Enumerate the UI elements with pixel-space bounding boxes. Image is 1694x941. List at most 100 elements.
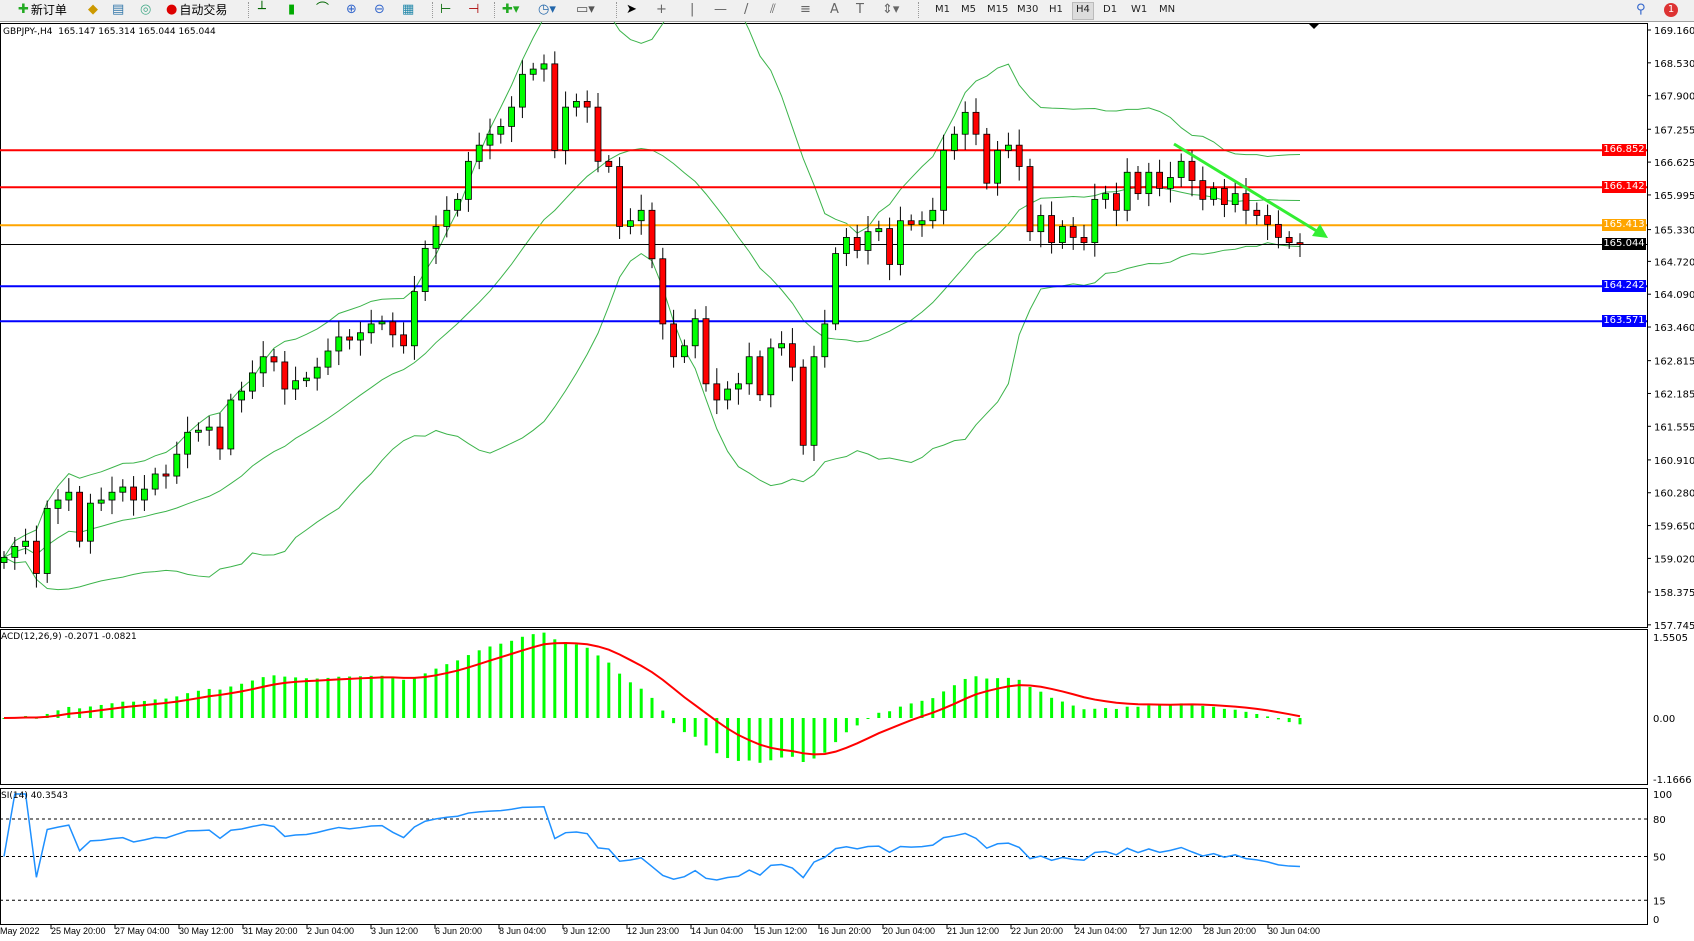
candle[interactable] [573,100,580,108]
candle[interactable] [810,356,818,446]
candle[interactable] [356,332,364,341]
candle[interactable] [313,366,321,379]
horizontal-line-button[interactable]: — [714,1,727,19]
candle[interactable] [497,126,505,135]
candle[interactable] [799,366,807,446]
candle[interactable] [702,318,710,385]
candle[interactable] [33,540,40,574]
candle[interactable] [162,473,170,477]
candle[interactable] [443,209,451,227]
candle[interactable] [335,336,343,352]
candle[interactable] [886,228,893,265]
candle[interactable] [691,318,699,347]
notifications-button[interactable]: 1 [1664,1,1678,19]
candle[interactable] [1123,171,1131,211]
candle[interactable] [22,540,30,547]
candle[interactable] [951,133,958,151]
candle[interactable] [292,380,300,390]
candle[interactable] [259,356,267,374]
zoom-out-button[interactable]: ⊖ [374,1,385,19]
candle[interactable] [519,73,526,108]
line-chart-button[interactable]: ⌒ [316,1,329,19]
candle[interactable] [1026,166,1034,233]
candle[interactable] [87,502,94,542]
periods-button[interactable]: ◷▾ [538,1,556,19]
candle[interactable] [756,356,764,396]
candle[interactable] [1242,193,1250,211]
autoscroll-button[interactable]: ⊣ [468,1,479,19]
candle[interactable] [173,453,181,477]
candle[interactable] [346,336,354,341]
chart-area[interactable]: 169.160 168.530 167.900 167.255 166.625 165.9… [0,22,1694,941]
candle[interactable] [130,486,138,501]
candle[interactable] [151,473,159,490]
candle[interactable] [475,144,483,162]
candle[interactable] [108,491,116,501]
candle[interactable] [216,426,224,450]
candle[interactable] [227,399,235,450]
equidistant-channel-button[interactable]: ⫽ [770,1,776,19]
candle[interactable] [270,356,278,363]
fibonacci-button[interactable]: ≡ [800,1,811,19]
candle[interactable] [551,63,559,151]
candle[interactable] [97,499,105,504]
candle[interactable] [400,334,408,347]
candle[interactable] [745,356,753,385]
candle[interactable] [1005,144,1012,151]
candle[interactable] [627,220,634,227]
candle[interactable] [1253,209,1261,216]
candle[interactable] [1059,226,1066,244]
candle[interactable] [367,323,375,334]
vertical-line-button[interactable]: | [690,1,694,19]
templates-button[interactable]: ▭▾ [576,1,595,19]
candle[interactable] [43,507,51,574]
new-order-button[interactable]: ✚ 新订单 [18,2,67,17]
text-label-button[interactable]: T [856,1,864,19]
candle[interactable] [421,247,429,292]
candle[interactable] [1188,160,1196,181]
candle[interactable] [0,556,8,563]
timeframe-h1[interactable]: H1 [1049,4,1063,15]
candle[interactable] [1048,215,1055,244]
timeframe-mn[interactable]: MN [1159,4,1176,15]
candle[interactable] [281,361,289,390]
candle[interactable] [767,347,775,396]
candle[interactable] [1275,223,1282,238]
candle[interactable] [853,236,861,251]
cursor-button[interactable]: ➤ [626,1,637,19]
candle[interactable] [76,491,83,542]
candle[interactable] [508,106,516,127]
auto-trading-button[interactable]: ● 自动交易 [166,2,228,17]
candle[interactable] [637,209,645,222]
candle[interactable] [1145,171,1153,195]
candle[interactable] [389,321,397,336]
candle[interactable] [1091,198,1099,244]
candle[interactable] [54,499,62,509]
trend-arrow-line[interactable] [1173,142,1321,235]
candle[interactable] [929,209,937,222]
candle[interactable] [1199,180,1207,200]
candle[interactable] [1113,193,1120,211]
timeframe-m30[interactable]: M30 [1017,4,1039,15]
candle[interactable] [119,486,127,493]
candle[interactable] [410,291,418,347]
candle[interactable] [194,429,202,433]
arrows-button[interactable]: ⇕▾ [882,1,899,19]
candle[interactable] [983,133,991,184]
candle[interactable] [875,228,883,233]
candle[interactable] [324,350,332,368]
candle[interactable] [1069,226,1077,238]
chart-shift-button[interactable]: ⊢ [440,1,451,19]
add-indicator-button[interactable]: ✚▾ [502,1,519,19]
candle[interactable] [994,149,1001,184]
timeframe-w1[interactable]: W1 [1131,4,1148,15]
candle[interactable] [65,491,73,501]
candle[interactable] [843,236,850,254]
candle[interactable] [789,343,796,368]
candle[interactable] [821,323,829,358]
candle[interactable] [659,258,667,325]
candle[interactable] [778,343,785,349]
candle[interactable] [140,488,148,501]
candle[interactable] [248,372,256,392]
candle[interactable] [562,106,569,151]
